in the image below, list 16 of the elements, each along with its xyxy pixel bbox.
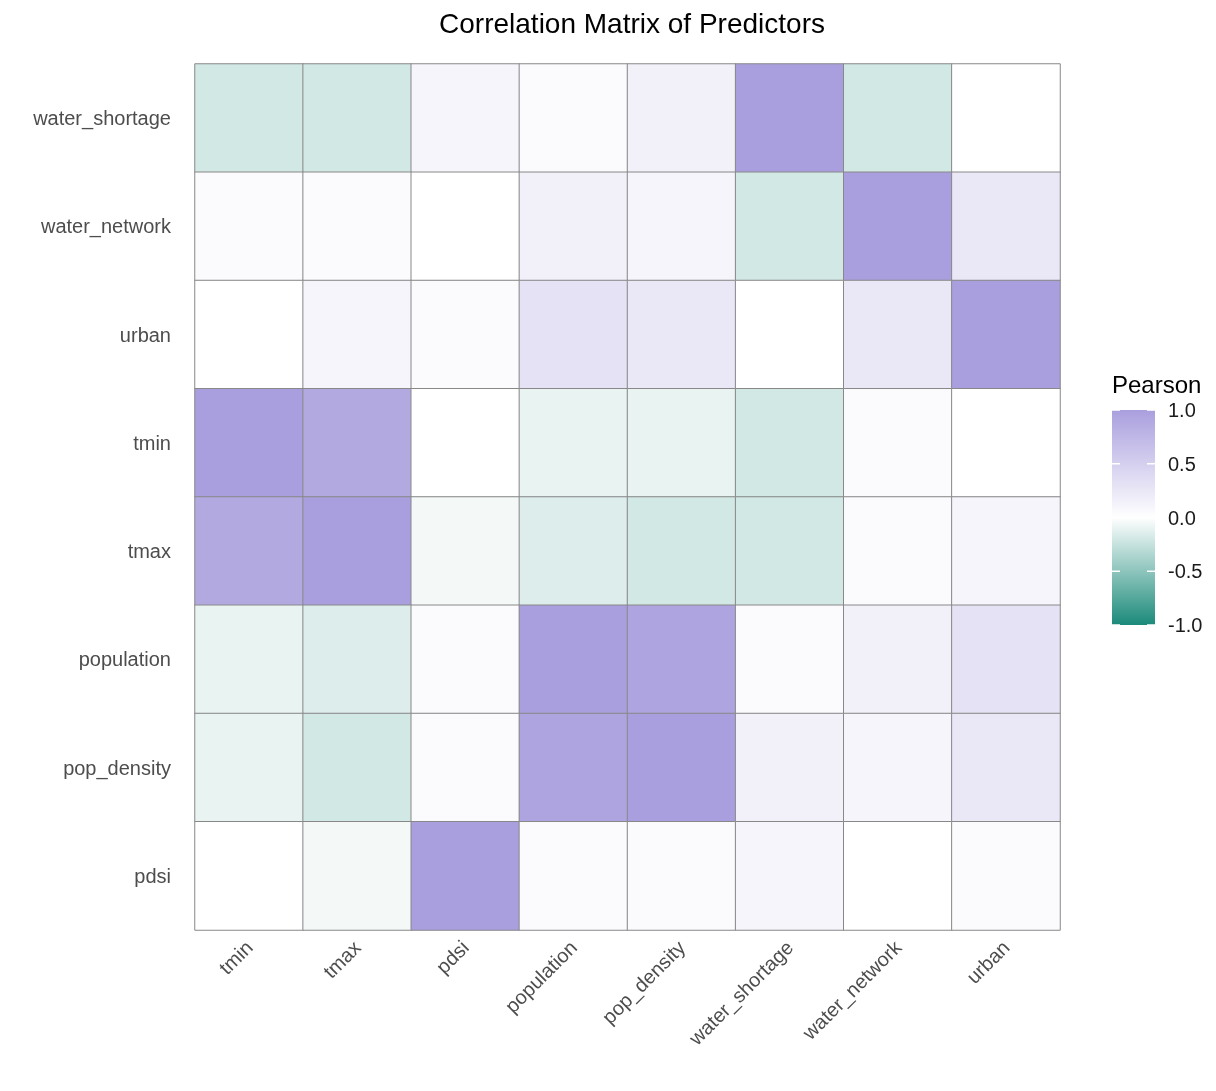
color-bar-label: 1.0 — [1168, 399, 1196, 421]
color-bar-label: 0.5 — [1168, 452, 1196, 475]
chart-title: Correlation Matrix of Predictors — [439, 7, 825, 39]
y-tick-label: tmin — [133, 431, 171, 454]
y-tick-label: pdsi — [134, 864, 171, 887]
y-tick-label: pop_density — [63, 756, 171, 780]
y-tick-label: tmax — [127, 540, 171, 563]
color-bar-label: -0.5 — [1168, 560, 1203, 583]
color-bar-label: 0.0 — [1168, 506, 1196, 529]
color-bar-label: -1.0 — [1168, 614, 1203, 636]
x-tick-label: tmin — [214, 936, 257, 979]
y-tick-label: water_network — [39, 215, 172, 239]
y-tick-label: population — [78, 648, 171, 671]
color-bar-title: Pearson — [1112, 370, 1202, 398]
y-tick-label: urban — [119, 323, 171, 346]
y-tick-label: water_shortage — [32, 107, 171, 131]
